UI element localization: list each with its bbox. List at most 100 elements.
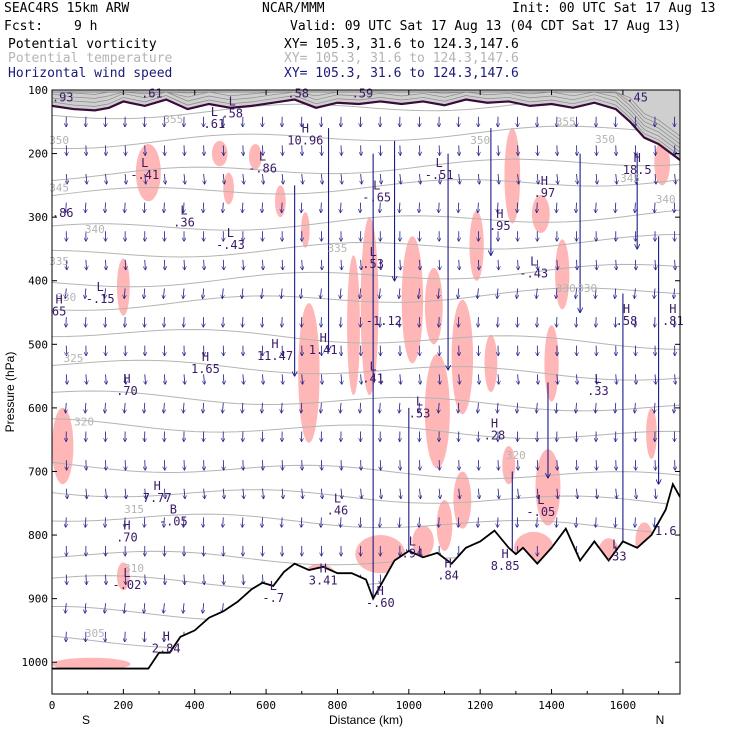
wind-vector xyxy=(674,402,675,413)
wind-vector xyxy=(478,402,479,413)
wind-vector xyxy=(341,374,342,384)
wind-vector xyxy=(144,402,145,413)
wind-vector xyxy=(537,517,538,527)
wind-vector xyxy=(203,517,204,527)
extremum-symbol: L xyxy=(227,226,234,240)
isentrope-label: 350 xyxy=(49,134,69,147)
extremum-value: .61 xyxy=(141,87,163,101)
wind-vector xyxy=(400,173,401,184)
wind-vector xyxy=(517,517,518,527)
wind-vector xyxy=(675,173,676,184)
wind-vector xyxy=(596,173,597,184)
field-xy-theta: XY= 105.3, 31.6 to 124.3,147.6 xyxy=(284,51,519,66)
wind-vector xyxy=(635,402,636,413)
wind-vector xyxy=(184,488,185,499)
wind-vector xyxy=(262,202,263,213)
y-tick-label: 200 xyxy=(28,148,48,161)
extremum-value: .53 xyxy=(362,257,384,271)
wind-vector xyxy=(223,173,224,184)
extremum-symbol: H xyxy=(123,518,130,532)
pv-region xyxy=(347,255,360,396)
wind-vector xyxy=(86,259,87,270)
pv-region xyxy=(436,500,453,551)
wind-vector xyxy=(379,288,380,298)
wind-vector xyxy=(262,517,263,527)
wind-vector xyxy=(263,374,264,384)
wind-vector xyxy=(478,517,479,527)
extremum-symbol: H xyxy=(502,547,509,561)
wind-vector xyxy=(361,173,362,184)
wind-vector xyxy=(105,202,106,213)
wind-vector xyxy=(380,259,381,270)
wind-vector xyxy=(420,488,421,499)
wind-vector xyxy=(380,574,381,585)
wind-vector xyxy=(635,259,636,270)
wind-vector xyxy=(518,259,519,270)
extremum-value: .70 xyxy=(116,530,138,544)
isentrope-line xyxy=(52,359,680,381)
extremum-value: .58 xyxy=(221,106,243,120)
extremum-value: .93 xyxy=(52,90,74,104)
wind-vector xyxy=(263,259,264,270)
extremum-symbol: L xyxy=(409,534,416,548)
wind-vector xyxy=(420,259,421,270)
wind-vector xyxy=(320,288,321,298)
wind-vector xyxy=(124,402,125,413)
wind-vector xyxy=(125,202,126,213)
wind-vector xyxy=(675,259,676,270)
wind-vector xyxy=(145,374,146,384)
wind-vector xyxy=(459,259,460,270)
extremum-symbol: L xyxy=(211,105,218,119)
wind-vector xyxy=(360,517,361,527)
wind-vector xyxy=(498,488,499,499)
wind-vector xyxy=(557,259,558,270)
wind-vector xyxy=(301,288,302,298)
wind-vector xyxy=(439,259,440,270)
isentrope-label: 350 xyxy=(595,133,615,146)
wind-vector xyxy=(223,488,224,499)
wind-vector xyxy=(497,517,498,527)
isentrope-label: 320 xyxy=(74,416,94,429)
wind-vector xyxy=(517,402,518,413)
wind-vector xyxy=(537,374,538,384)
isentrope-label: 325 xyxy=(63,352,83,365)
wind-vector xyxy=(184,374,185,384)
pv-region xyxy=(453,471,472,529)
isentrope-line xyxy=(52,158,680,181)
wind-vector xyxy=(85,603,86,613)
extremum-symbol: H xyxy=(56,293,63,307)
pv-region xyxy=(412,525,434,558)
wind-vector xyxy=(459,374,460,384)
wind-vector xyxy=(164,202,165,213)
extremum-value: .53 xyxy=(409,406,431,420)
wind-vector xyxy=(675,374,676,384)
wind-vector xyxy=(263,173,264,184)
wind-vector xyxy=(655,173,656,184)
pv-contour xyxy=(52,95,680,157)
wind-vector xyxy=(478,202,479,213)
wind-vector xyxy=(497,202,498,213)
wind-vector xyxy=(145,173,146,184)
extremum-value: -.7 xyxy=(262,591,284,605)
extremum-symbol: L xyxy=(537,493,544,507)
wind-vector xyxy=(616,173,617,184)
wind-vector xyxy=(242,202,243,213)
wind-vector xyxy=(125,173,126,184)
wind-vector xyxy=(204,259,205,270)
wind-vector xyxy=(281,402,282,413)
wind-vector xyxy=(419,202,420,213)
wind-vector xyxy=(596,488,597,499)
wind-vector xyxy=(302,259,303,270)
wind-vector xyxy=(361,488,362,499)
extremum-value: -.05 xyxy=(159,515,188,529)
extremum-value: 8.85 xyxy=(491,559,520,573)
wind-vector xyxy=(105,517,106,527)
extremum-symbol: H xyxy=(377,584,384,598)
extremum-symbol: L xyxy=(530,255,537,269)
wind-vector xyxy=(400,374,401,384)
pv-region xyxy=(544,325,559,402)
wind-vector xyxy=(184,574,185,585)
forecast-label: Fcst: xyxy=(4,19,44,34)
x-tick-label: 200 xyxy=(113,699,133,712)
wind-vector xyxy=(222,402,223,413)
